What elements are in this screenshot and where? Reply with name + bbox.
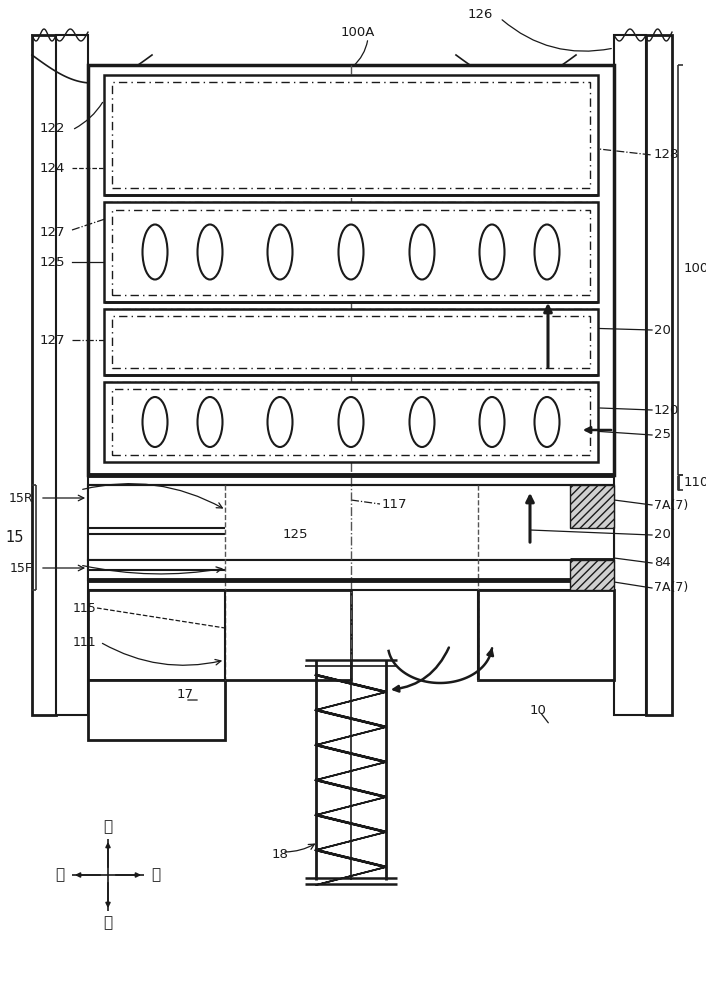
Text: 125: 125 [282,528,308,542]
Text: 126: 126 [467,7,493,20]
Bar [112,210,590,295]
Bar [646,35,672,715]
Text: 111: 111 [73,636,96,648]
Bar [570,560,614,590]
Text: 7A(7): 7A(7) [654,582,688,594]
Text: 15R: 15R [8,492,33,506]
Ellipse shape [198,225,222,279]
Text: 110: 110 [684,476,706,488]
Text: 125: 125 [40,255,65,268]
Bar [614,35,646,715]
Bar [32,35,56,715]
Text: 124: 124 [40,161,65,174]
Ellipse shape [143,397,167,447]
Ellipse shape [198,397,222,447]
Ellipse shape [479,225,505,279]
Text: 20: 20 [654,528,671,542]
Text: 120: 120 [654,403,679,416]
Ellipse shape [534,397,559,447]
Bar [570,485,614,528]
Text: 117: 117 [382,497,407,510]
Bar [56,35,88,715]
Ellipse shape [338,225,364,279]
Text: 100: 100 [684,261,706,274]
Ellipse shape [338,397,364,447]
Text: 20: 20 [654,324,671,336]
Text: 100A: 100A [341,25,375,38]
Text: 右: 右 [152,867,160,882]
Text: 后: 后 [104,820,112,834]
Text: 25: 25 [654,428,671,442]
Bar [104,75,598,195]
Ellipse shape [479,397,505,447]
Bar [88,560,614,580]
Bar [478,590,614,680]
Bar [112,82,590,188]
Text: 84: 84 [654,556,671,570]
Text: 127: 127 [40,226,65,238]
Ellipse shape [409,225,434,279]
Text: 15: 15 [6,530,24,544]
Text: 17: 17 [176,688,193,702]
Ellipse shape [534,225,559,279]
Ellipse shape [268,397,292,447]
Bar [104,309,598,375]
Bar [88,65,614,475]
Text: 15F: 15F [9,562,32,574]
Text: 10: 10 [530,704,546,716]
Text: 122: 122 [40,121,65,134]
Text: 左: 左 [56,867,64,882]
Bar [112,316,590,368]
Text: 128: 128 [654,148,679,161]
Text: 127: 127 [40,334,65,347]
Bar [88,485,614,560]
Ellipse shape [409,397,434,447]
Bar [112,389,590,455]
Ellipse shape [143,225,167,279]
Text: 前: 前 [104,916,112,930]
Text: 18: 18 [272,848,289,861]
Text: 115: 115 [72,601,96,614]
Bar [104,202,598,302]
Bar [88,680,225,740]
Bar [88,590,351,680]
Text: 7A(7): 7A(7) [654,498,688,512]
Ellipse shape [268,225,292,279]
Bar [104,382,598,462]
